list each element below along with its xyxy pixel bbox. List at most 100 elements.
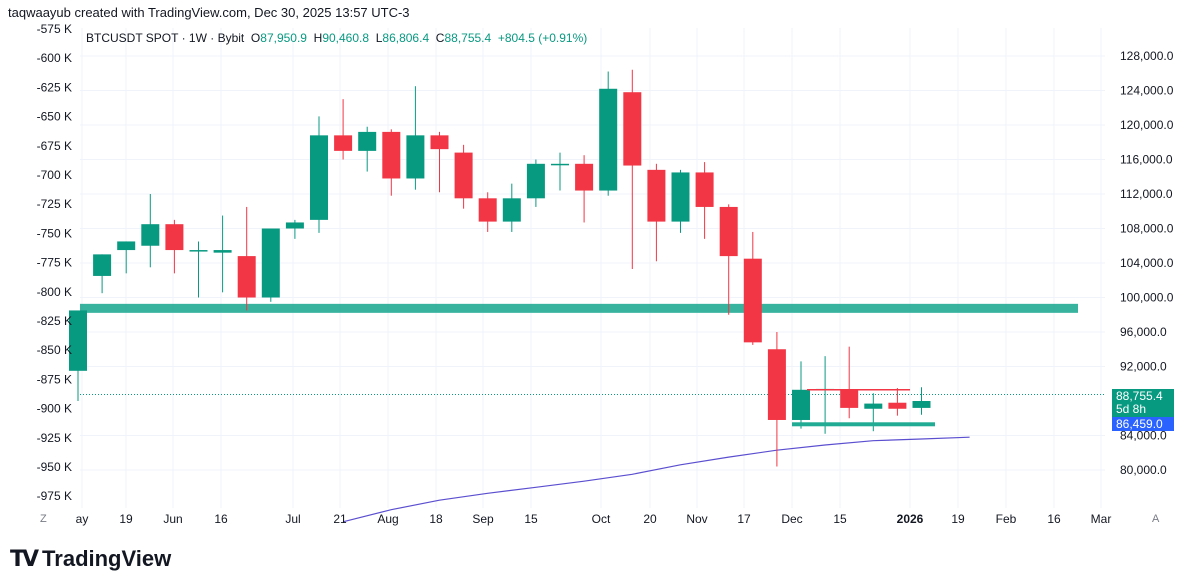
right-axis-tick: 92,000.0 xyxy=(1120,360,1167,374)
candle xyxy=(93,254,112,294)
support-zone-band xyxy=(80,303,1078,313)
candle-body xyxy=(671,172,690,222)
candle xyxy=(237,206,256,311)
candle-body xyxy=(743,258,762,343)
candle xyxy=(647,163,666,262)
x-axis-tick: 2026 xyxy=(897,512,924,526)
high-label: H xyxy=(313,31,323,45)
right-axis-tick: 116,000.0 xyxy=(1120,153,1173,167)
left-axis-tick: -675 K xyxy=(37,139,72,153)
x-axis-tick: Aug xyxy=(377,512,398,526)
left-axis-tick: -800 K xyxy=(37,285,72,299)
candle xyxy=(454,144,473,209)
left-axis-tick: -850 K xyxy=(37,343,72,357)
symbol-name[interactable]: BTCUSDT SPOT · 1W · Bybit xyxy=(86,31,245,45)
candle xyxy=(189,241,208,298)
candle xyxy=(165,219,184,274)
candle xyxy=(213,215,232,293)
support-line xyxy=(792,422,935,427)
last-price-badge: 88,755.4 5d 8h xyxy=(1112,389,1174,417)
candle xyxy=(623,69,642,270)
x-axis-tick: 16 xyxy=(214,512,228,526)
tradingview-wordmark: TradingView xyxy=(42,546,172,571)
candle-body xyxy=(93,254,112,276)
candle xyxy=(261,228,280,302)
candle-body xyxy=(141,224,160,246)
candle xyxy=(382,129,401,196)
chart-grid xyxy=(80,28,1105,508)
candle-body xyxy=(792,389,810,420)
candle-body xyxy=(719,206,738,257)
chart-credit: taqwaayub created with TradingView.com, … xyxy=(8,5,410,20)
candle-body xyxy=(261,228,280,298)
left-axis-tick: -600 K xyxy=(37,51,72,65)
candle-body xyxy=(189,250,208,252)
right-axis-tick: 80,000.0 xyxy=(1120,463,1167,477)
candle-body xyxy=(358,131,377,151)
x-axis-tick: Jul xyxy=(285,512,300,526)
candle-body xyxy=(888,402,907,409)
zoom-button[interactable]: Z xyxy=(40,513,47,525)
candle xyxy=(743,231,762,345)
candle xyxy=(117,241,136,274)
x-axis-tick: Dec xyxy=(781,512,802,526)
candle xyxy=(551,152,569,191)
candle-body xyxy=(526,163,545,199)
x-axis-tick: 19 xyxy=(119,512,133,526)
candle xyxy=(502,183,521,232)
x-axis-tick: ay xyxy=(76,512,89,526)
candle-body xyxy=(69,310,87,371)
right-axis-tick: 128,000.0 xyxy=(1120,49,1174,63)
left-axis-tick: -725 K xyxy=(37,197,72,211)
symbol-legend: BTCUSDT SPOT · 1W · Bybit O87,950.9 H90,… xyxy=(86,31,587,45)
candle xyxy=(719,204,738,315)
x-axis-tick: 20 xyxy=(643,512,657,526)
x-axis-tick: 17 xyxy=(737,512,751,526)
candle xyxy=(695,162,714,239)
x-axis-tick: Jun xyxy=(163,512,182,526)
x-axis-tick: 15 xyxy=(524,512,538,526)
candle-body xyxy=(864,403,883,409)
last-price: 88,755.4 xyxy=(1116,389,1163,403)
candle-body xyxy=(623,92,642,166)
candle-body xyxy=(551,163,569,166)
low-label: L xyxy=(375,31,383,45)
x-axis-tick: 16 xyxy=(1047,512,1061,526)
candle-body xyxy=(599,88,618,191)
candle-body xyxy=(430,135,449,150)
candle xyxy=(671,169,690,233)
candle-body xyxy=(912,401,931,408)
candle-body xyxy=(237,256,256,298)
candle xyxy=(478,192,497,232)
left-axis-tick: -925 K xyxy=(37,431,72,445)
left-axis-tick: -900 K xyxy=(37,402,72,416)
x-axis-tick: Mar xyxy=(1091,512,1112,526)
candle xyxy=(888,388,907,416)
candle-body xyxy=(334,135,353,151)
candle-body xyxy=(165,224,184,251)
open-label: O xyxy=(250,31,261,45)
candle xyxy=(334,99,353,160)
ma-value-badge: 86,459.0 xyxy=(1112,417,1174,431)
candle-body xyxy=(406,135,425,179)
candle xyxy=(285,219,304,239)
right-axis-tick: 104,000.0 xyxy=(1120,256,1174,270)
support-zone xyxy=(80,303,1078,313)
candle xyxy=(430,131,449,193)
right-axis-tick: 120,000.0 xyxy=(1120,118,1174,132)
auto-scale-button[interactable]: A xyxy=(1152,513,1160,525)
left-axis-tick: -775 K xyxy=(37,256,72,270)
candle xyxy=(912,387,931,415)
left-axis-tick: -575 K xyxy=(37,22,72,36)
candle-body xyxy=(478,198,497,222)
candle xyxy=(767,332,786,467)
candle-body xyxy=(213,250,232,253)
moving-average xyxy=(342,436,970,523)
candles xyxy=(69,69,935,467)
high-value: 90,460.8 xyxy=(322,31,370,45)
candle xyxy=(358,126,377,172)
left-axis-tick: -625 K xyxy=(37,80,72,94)
candle-body xyxy=(647,169,666,222)
candle xyxy=(69,310,87,401)
